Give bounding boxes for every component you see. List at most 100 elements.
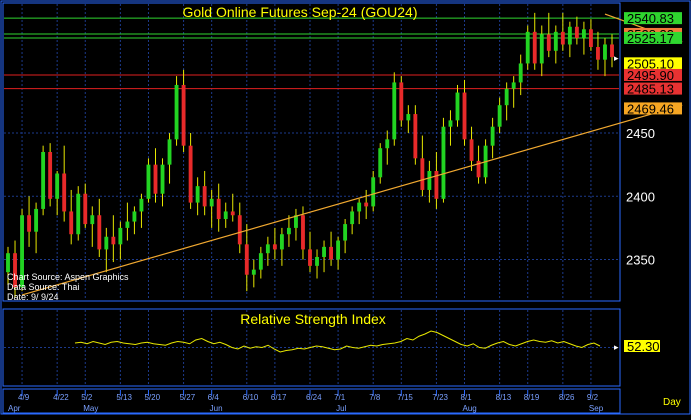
candle-body [286, 227, 291, 235]
candle-body [48, 152, 53, 199]
trendline [21, 104, 683, 296]
chart-title: Gold Online Futures Sep-24 (GOU24) [183, 4, 418, 20]
time-axis-panel [2, 388, 621, 414]
y-tick-label: 2450 [626, 126, 655, 141]
candle-body [574, 26, 579, 39]
level-label: 2485.13 [627, 82, 674, 97]
candle-body [62, 173, 67, 212]
candle-body [308, 249, 312, 266]
candle-body [167, 139, 172, 165]
x-month-label: Aug [463, 404, 477, 413]
candle-body [258, 253, 263, 270]
x-tick-label: 6/24 [306, 393, 322, 402]
candle-body [111, 236, 116, 245]
level-label-box [624, 68, 682, 81]
x-tick-label: 7/15 [397, 393, 413, 402]
rsi-value-label: 52.30 [627, 339, 660, 354]
candle-body [427, 170, 432, 190]
rsi-title: Relative Strength Index [240, 311, 386, 327]
candle-body [518, 63, 523, 83]
candle-body [6, 253, 10, 273]
candle-body [272, 244, 277, 250]
candle-body [125, 221, 130, 228]
candle-body [69, 211, 74, 235]
x-month-label: Jul [336, 404, 346, 413]
candle-body [525, 31, 530, 64]
candle-body [174, 84, 179, 140]
candle-body [560, 31, 565, 45]
candle-body [448, 120, 453, 127]
candle-body [146, 164, 151, 199]
candle-body [265, 244, 270, 254]
level-label: 2525.17 [627, 31, 674, 46]
candle-body [399, 82, 404, 121]
candle-body [237, 215, 242, 245]
candle-body [132, 211, 137, 222]
candle-body [539, 34, 544, 64]
y-tick-label: 2400 [626, 189, 655, 204]
candle-body [195, 186, 200, 203]
candle-body [476, 160, 481, 178]
candle-body [385, 139, 390, 149]
x-tick-label: 7/23 [432, 393, 448, 402]
candle-body [546, 34, 551, 51]
candle-body [279, 234, 284, 250]
candle-body [336, 240, 341, 260]
time-axis-unit: Day [663, 397, 681, 408]
candle-body [420, 158, 425, 190]
candle-body [497, 105, 502, 127]
candle-body [216, 198, 221, 220]
candle-body [588, 29, 593, 48]
rsi-value-box [624, 340, 660, 352]
candle-body [160, 164, 165, 194]
candle-body [301, 215, 305, 250]
x-tick-label: 5/13 [116, 393, 132, 402]
candle-body [244, 244, 249, 275]
source-line-1: Chart Source: Aspen Graphics [7, 272, 129, 282]
candle-body [223, 211, 228, 220]
candle-body [209, 198, 214, 207]
x-tick-label: 7/1 [334, 393, 346, 402]
candle-body [371, 177, 376, 207]
candle-body [90, 215, 95, 225]
level-label-box [624, 31, 682, 44]
candle-body [294, 215, 298, 228]
candle-body [610, 44, 614, 58]
candle-body [118, 227, 123, 245]
candle-body [434, 170, 439, 199]
candle-body [329, 246, 334, 260]
x-tick-label: 5/20 [144, 393, 160, 402]
level-label: 2540.83 [627, 11, 674, 26]
candle-body [532, 31, 537, 64]
candle-body [378, 148, 383, 178]
candle-body [343, 224, 348, 241]
x-month-label: Jun [210, 404, 223, 413]
candle-body [181, 84, 186, 146]
candle-body [364, 202, 369, 207]
candle-body [202, 186, 207, 207]
candle-body [504, 88, 509, 106]
candle-body [83, 193, 88, 225]
candle-body [603, 44, 607, 60]
candle-body [55, 173, 60, 199]
source-line-2: Data Source: Thai [7, 282, 79, 292]
x-tick-label: 4/9 [18, 393, 30, 402]
candle-body [469, 139, 474, 161]
x-month-label: Apr [8, 404, 21, 413]
x-tick-label: 4/22 [53, 393, 69, 402]
candle-body [567, 26, 572, 45]
candle-body [511, 82, 516, 89]
candle-body [76, 193, 81, 235]
candle-body [251, 269, 256, 275]
x-tick-label: 8/13 [496, 393, 512, 402]
candle-body [350, 211, 355, 225]
candle-body [34, 208, 39, 232]
candle-body [357, 202, 362, 212]
candle-body [27, 215, 32, 232]
candle-body [413, 114, 418, 159]
level-label-box [624, 82, 682, 95]
x-tick-label: 6/17 [271, 393, 287, 402]
candle-body [455, 92, 460, 121]
